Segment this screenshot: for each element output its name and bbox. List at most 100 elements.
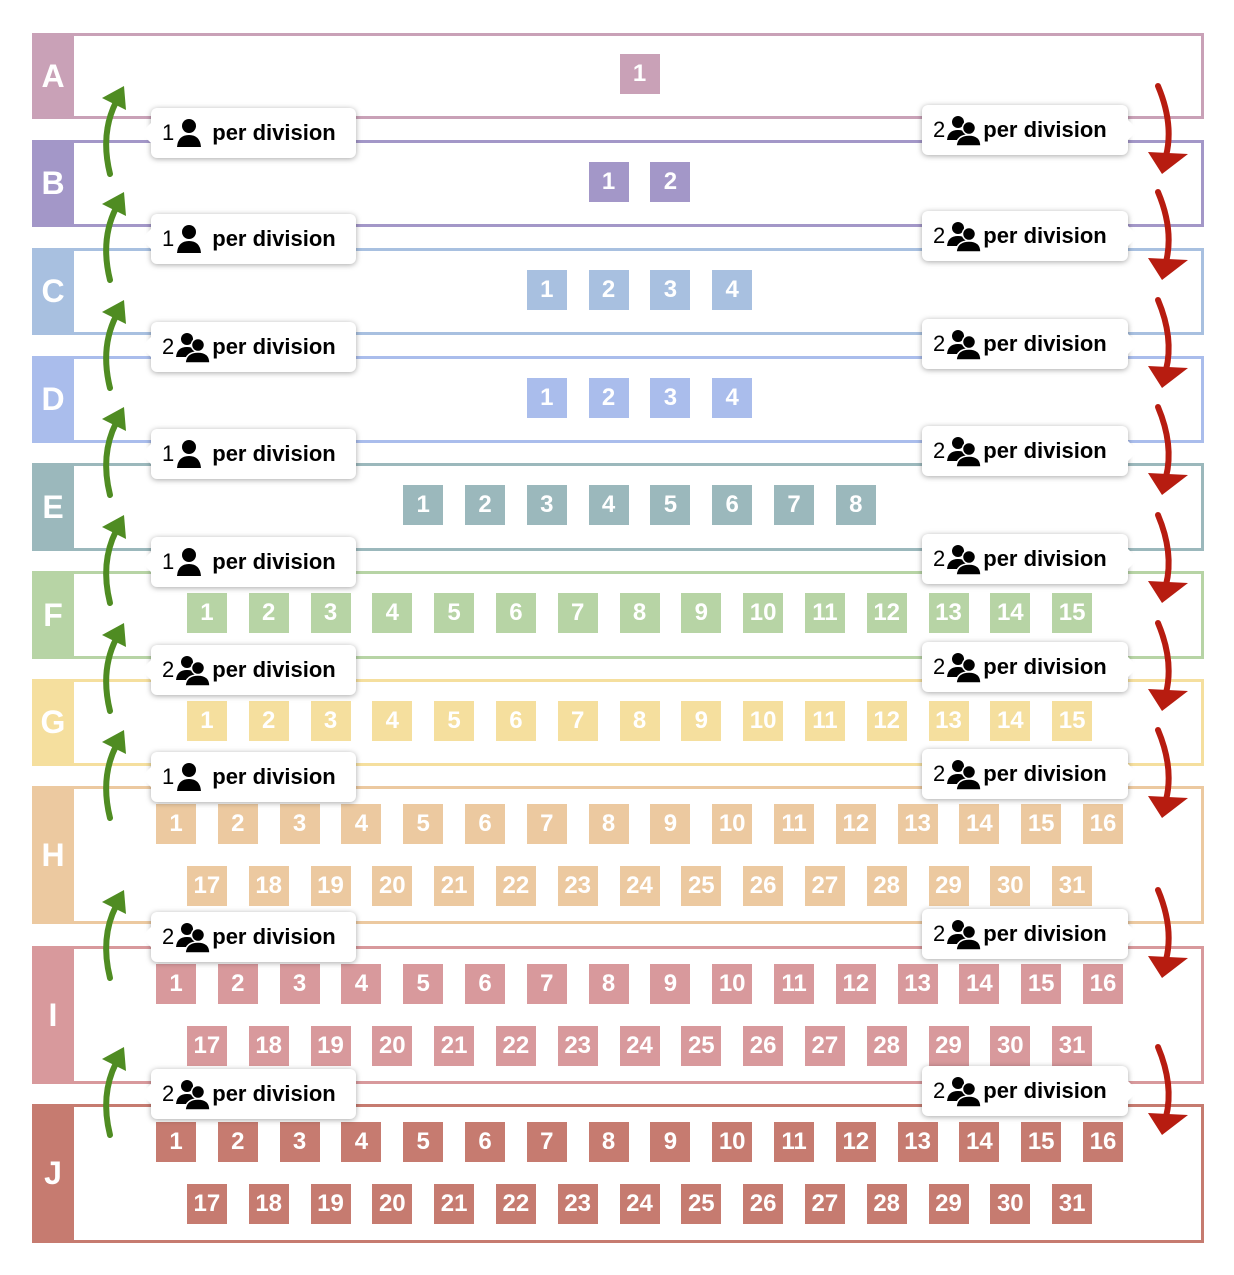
division-box: 31: [1052, 1026, 1093, 1066]
division-box: 16: [1083, 964, 1123, 1004]
division-box: 1: [156, 804, 196, 844]
promotion-callout: 2 per division: [141, 322, 356, 372]
people-icon-wrapper: [947, 758, 982, 790]
division-box: 23: [557, 1026, 598, 1066]
relegation-arrow-icon: [1148, 620, 1188, 711]
division-box: 15: [1052, 593, 1093, 633]
division-box: 6: [495, 593, 536, 633]
per-division-label: per division: [983, 546, 1107, 571]
per-division-label: per division: [983, 223, 1107, 248]
division-box: 8: [588, 1122, 629, 1162]
division-box: 3: [650, 377, 691, 418]
division-box: 27: [804, 1026, 845, 1066]
two-people-icon: [947, 437, 982, 467]
people-count: 2: [162, 334, 175, 359]
division-box: 3: [526, 485, 567, 525]
relegation-arrow-icon: [1148, 189, 1188, 280]
division-box: 17: [186, 1184, 227, 1224]
division-box: 8: [619, 700, 660, 741]
division-box: 31: [1052, 866, 1093, 906]
division-box: 6: [495, 700, 536, 741]
people-count: 2: [933, 331, 946, 356]
division-box: 4: [341, 964, 382, 1004]
division-box: 1: [186, 593, 227, 633]
division-box: 3: [279, 804, 320, 844]
people-icon-wrapper: [176, 654, 211, 686]
tier-label: J: [32, 1104, 74, 1243]
two-people-icon: [176, 923, 211, 953]
division-box: 14: [990, 593, 1031, 633]
division-box: 27: [804, 1184, 845, 1224]
division-box: 4: [712, 269, 753, 310]
division-box: 10: [743, 593, 784, 633]
per-division-label: per division: [212, 549, 336, 574]
division-box: 4: [712, 377, 753, 418]
two-people-icon: [947, 116, 982, 146]
people-icon-wrapper: [947, 1075, 982, 1107]
division-box: 3: [310, 700, 351, 741]
promotion-callout: 1 per division: [141, 752, 356, 802]
people-icon-wrapper: [176, 921, 211, 953]
promotion-callout: 1 per division: [141, 108, 356, 158]
division-box: 26: [743, 1026, 784, 1066]
promotion-arrow-icon: [102, 192, 126, 283]
division-box: 21: [434, 1184, 475, 1224]
division-box: 20: [372, 1184, 413, 1224]
division-box: 16: [1083, 804, 1123, 844]
division-box: 24: [619, 1184, 660, 1224]
people-count: 2: [162, 657, 175, 682]
division-box: 2: [248, 593, 289, 633]
people-count: 2: [933, 1078, 946, 1103]
people-icon-wrapper: [947, 328, 982, 360]
two-people-icon: [947, 653, 982, 683]
relegation-callout: 2 per division: [922, 1066, 1138, 1116]
promotion-arrow-icon: [102, 407, 126, 498]
division-box: 2: [217, 964, 258, 1004]
division-box: 12: [866, 700, 907, 741]
people-icon-wrapper: [947, 220, 982, 252]
people-icon-wrapper: [176, 761, 202, 793]
people-icon-wrapper: [947, 651, 982, 683]
tier-label: H: [32, 786, 74, 924]
promotion-callout: 1 per division: [141, 537, 356, 587]
person-icon: [177, 763, 202, 791]
per-division-label: per division: [212, 924, 336, 949]
per-division-label: per division: [212, 120, 336, 145]
per-division-label: per division: [212, 1081, 336, 1106]
two-people-icon: [947, 330, 982, 360]
division-box: 26: [743, 866, 784, 906]
division-box: 4: [341, 804, 382, 844]
division-box: 24: [619, 1026, 660, 1066]
promotion-arrow-icon: [102, 623, 126, 714]
division-box: 13: [897, 1122, 938, 1162]
people-icon-wrapper: [176, 546, 202, 578]
division-box: 19: [310, 866, 351, 906]
division-box: 21: [434, 866, 475, 906]
people-icon-wrapper: [176, 438, 202, 470]
division-box: 20: [372, 1026, 413, 1066]
division-box: 7: [557, 593, 598, 633]
relegation-callout: 2 per division: [922, 211, 1138, 261]
division-box: 18: [248, 1184, 289, 1224]
two-people-icon: [947, 545, 982, 575]
two-people-icon: [176, 333, 211, 363]
promotion-callout: 2 per division: [141, 645, 356, 695]
division-box: 18: [248, 866, 289, 906]
division-box: 9: [681, 593, 722, 633]
two-people-icon: [947, 222, 982, 252]
division-box: 10: [712, 804, 753, 844]
division-box: 5: [403, 1122, 444, 1162]
division-box: 6: [465, 1122, 505, 1162]
division-box: 1: [156, 964, 196, 1004]
division-box: 12: [835, 804, 876, 844]
tier-label: C: [32, 248, 74, 335]
division-box: 5: [434, 593, 475, 633]
people-count: 1: [162, 441, 175, 466]
division-box: 15: [1052, 700, 1093, 741]
division-box: 8: [835, 485, 876, 525]
division-box: 11: [774, 1122, 814, 1162]
tier-label: F: [32, 571, 74, 659]
relegation-arrow-icon: [1148, 83, 1188, 174]
division-box: 3: [310, 593, 351, 633]
promotion-callout: 2 per division: [141, 1069, 356, 1119]
